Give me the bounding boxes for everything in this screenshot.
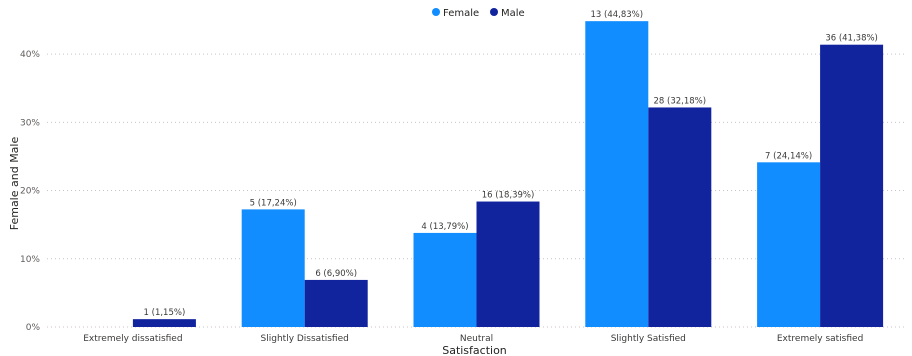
data-label-female-3: 13 (44,83%) <box>591 10 644 20</box>
x-category-label: Slightly Dissatisfied <box>261 334 349 344</box>
bar-male-3[interactable] <box>648 107 712 327</box>
x-category-label: Neutral <box>460 334 493 344</box>
data-label-male-2: 16 (18,39%) <box>482 191 535 201</box>
x-category-label: Slightly Satisfied <box>611 334 686 344</box>
y-tick-label: 0% <box>26 323 41 333</box>
data-label-male-1: 6 (6,90%) <box>315 269 357 279</box>
bar-male-4[interactable] <box>820 44 884 328</box>
legend-label-male: Male <box>501 8 525 19</box>
data-label-female-1: 5 (17,24%) <box>250 198 297 208</box>
legend-label-female: Female <box>443 8 479 19</box>
x-category-label: Extremely satisfied <box>777 334 863 344</box>
bars <box>132 21 884 328</box>
bar-male-2[interactable] <box>476 201 540 327</box>
bar-female-2[interactable] <box>413 232 477 327</box>
legend-swatch-female <box>432 8 440 16</box>
y-tick-label: 40% <box>20 50 40 60</box>
y-tick-label: 10% <box>20 255 40 265</box>
bar-female-4[interactable] <box>757 162 821 327</box>
data-label-male-4: 36 (41,38%) <box>825 34 878 44</box>
data-label-female-4: 7 (24,14%) <box>765 151 812 161</box>
data-label-female-2: 4 (13,79%) <box>421 222 468 232</box>
legend: Female Male <box>432 8 525 19</box>
x-axis-categories: Extremely dissatisfied Slightly Dissatisf… <box>83 334 863 344</box>
bar-female-3[interactable] <box>585 21 649 327</box>
bar-male-0[interactable] <box>132 319 196 327</box>
data-label-male-3: 28 (32,18%) <box>654 96 707 106</box>
y-tick-label: 20% <box>20 187 40 197</box>
x-axis-title: Satisfaction <box>442 344 507 356</box>
bar-male-1[interactable] <box>304 279 368 327</box>
y-axis-ticks: 0% 10% 20% 30% 40% <box>20 50 40 333</box>
y-axis-title: Female and Male <box>8 137 21 231</box>
data-label-male-0: 1 (1,15%) <box>144 308 186 318</box>
y-tick-label: 30% <box>20 118 40 128</box>
legend-swatch-male <box>490 8 498 16</box>
x-category-label: Extremely dissatisfied <box>83 334 182 344</box>
data-labels: 1 (1,15%) 5 (17,24%) 6 (6,90%) 4 (13,79%) 16… <box>144 10 878 318</box>
bar-female-1[interactable] <box>241 209 305 327</box>
